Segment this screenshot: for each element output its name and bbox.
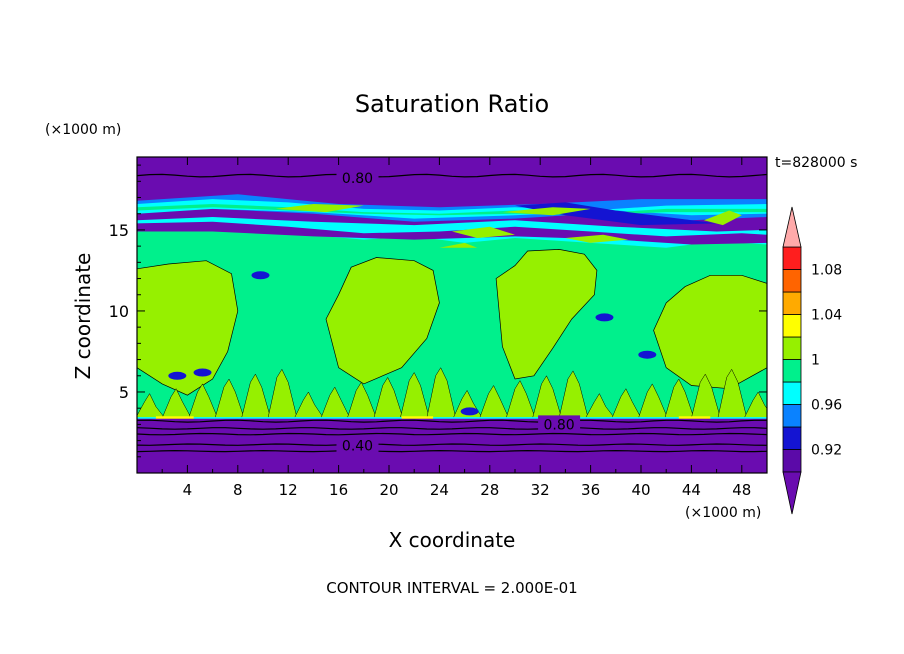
- y-axis-title: Z coordinate: [71, 253, 95, 380]
- field-surface-strip: [137, 417, 767, 421]
- x-tick-label-6: 28: [480, 481, 499, 499]
- colorbar-label-0: 0.92: [811, 443, 842, 459]
- contour-label-0: 0.80: [342, 171, 373, 187]
- time-label: t=828000 s: [775, 155, 857, 171]
- y-tick-label-2: 15: [109, 221, 129, 240]
- field-band-upper-cyan: [137, 199, 767, 219]
- y-tick-label-1: 10: [109, 302, 129, 321]
- colorbar-under-arrow: [782, 471, 802, 515]
- colorbar-swatch-2: [782, 404, 802, 428]
- colorbar-label-3: 1.04: [811, 308, 842, 324]
- x-tick-label-3: 16: [329, 481, 348, 499]
- contour-line-5: [137, 449, 767, 453]
- colorbar-swatch-4: [782, 359, 802, 383]
- colorbar-swatch-3: [782, 381, 802, 405]
- field-patch-upper-4: [565, 234, 629, 243]
- x-axis: 4 8 12 16 20 24 28 32 36 40 44 48: [161, 157, 751, 499]
- contour-line-0: [137, 173, 767, 178]
- colorbar-over-arrow: [782, 206, 802, 248]
- field-patch-upper-2: [704, 210, 742, 226]
- field-surface-warm-2: [678, 416, 711, 420]
- field-spot-4: [168, 371, 187, 380]
- y-tick-label-0: 5: [119, 383, 129, 402]
- colorbar: 0.92 0.96 1 1.04 1.08: [782, 206, 842, 515]
- field-spot-1: [251, 271, 270, 280]
- colorbar-swatch-5: [782, 336, 802, 360]
- contour-interval-note: CONTOUR INTERVAL = 2.000E-01: [326, 579, 577, 597]
- contour-label-bg-1: [538, 415, 581, 432]
- field-spot-2: [595, 313, 614, 322]
- plot-frame: [136, 156, 768, 474]
- field-surface-warm-0: [155, 416, 194, 420]
- contour-label-1: 0.80: [544, 417, 575, 433]
- x-tick-label-2: 12: [279, 481, 298, 499]
- x-tick-label-1: 8: [233, 481, 243, 499]
- y-unit-label: (×1000 m): [45, 122, 121, 138]
- field-tower-1: [325, 257, 440, 385]
- colorbar-label-4: 1.08: [811, 263, 842, 279]
- x-axis-title: X coordinate: [389, 528, 516, 552]
- x-tick-label-11: 48: [732, 481, 751, 499]
- x-tick-label-0: 4: [183, 481, 193, 499]
- contour-field: [137, 157, 767, 473]
- field-band-lower-dry: [137, 418, 767, 473]
- field-tower-3: [653, 274, 767, 390]
- contour-label-bg-0: [336, 169, 379, 186]
- colorbar-swatch-9: [782, 246, 802, 270]
- contour-line-3: [137, 432, 767, 436]
- x-tick-label-7: 32: [531, 481, 550, 499]
- contour-label-2: 0.40: [342, 438, 373, 454]
- field-tower-0: [137, 260, 239, 396]
- x-unit-label: (×1000 m): [685, 505, 761, 521]
- field-flame-23: [743, 391, 767, 419]
- x-tick-label-9: 40: [631, 481, 650, 499]
- contour-labels: 0.80 0.80 0.40: [336, 169, 581, 454]
- field-spot-0: [193, 368, 212, 377]
- contour-line-2: [137, 427, 767, 430]
- colorbar-label-2: 1: [811, 353, 820, 369]
- colorbar-swatch-6: [782, 314, 802, 338]
- contour-label-bg-2: [336, 436, 379, 453]
- colorbar-label-1: 0.96: [811, 398, 842, 414]
- x-tick-label-4: 20: [379, 481, 398, 499]
- field-spot-3: [638, 350, 657, 359]
- chart-title: Saturation Ratio: [355, 90, 549, 118]
- colorbar-swatch-7: [782, 291, 802, 315]
- x-tick-label-5: 24: [430, 481, 449, 499]
- y-axis: 5 10 15: [109, 164, 767, 458]
- field-patch-upper-0: [275, 204, 364, 213]
- x-tick-label-10: 44: [682, 481, 701, 499]
- contour-line-1: [137, 419, 767, 423]
- field-spot-5: [460, 407, 479, 416]
- colorbar-swatch-0: [782, 449, 802, 473]
- field-band-upper-green: [137, 204, 767, 216]
- field-band-lower-green: [137, 223, 767, 258]
- field-patch-upper-1: [502, 207, 591, 216]
- colorbar-swatch-1: [782, 426, 802, 450]
- field-band-upper-blue: [137, 194, 767, 222]
- field-surface-warm-1: [401, 416, 434, 420]
- contour-line-4: [137, 443, 767, 446]
- field-tower-2: [495, 249, 598, 380]
- field-patch-upper-5: [439, 242, 478, 248]
- field-patch-upper-3: [452, 226, 515, 238]
- x-tick-label-8: 36: [581, 481, 600, 499]
- colorbar-swatch-8: [782, 269, 802, 293]
